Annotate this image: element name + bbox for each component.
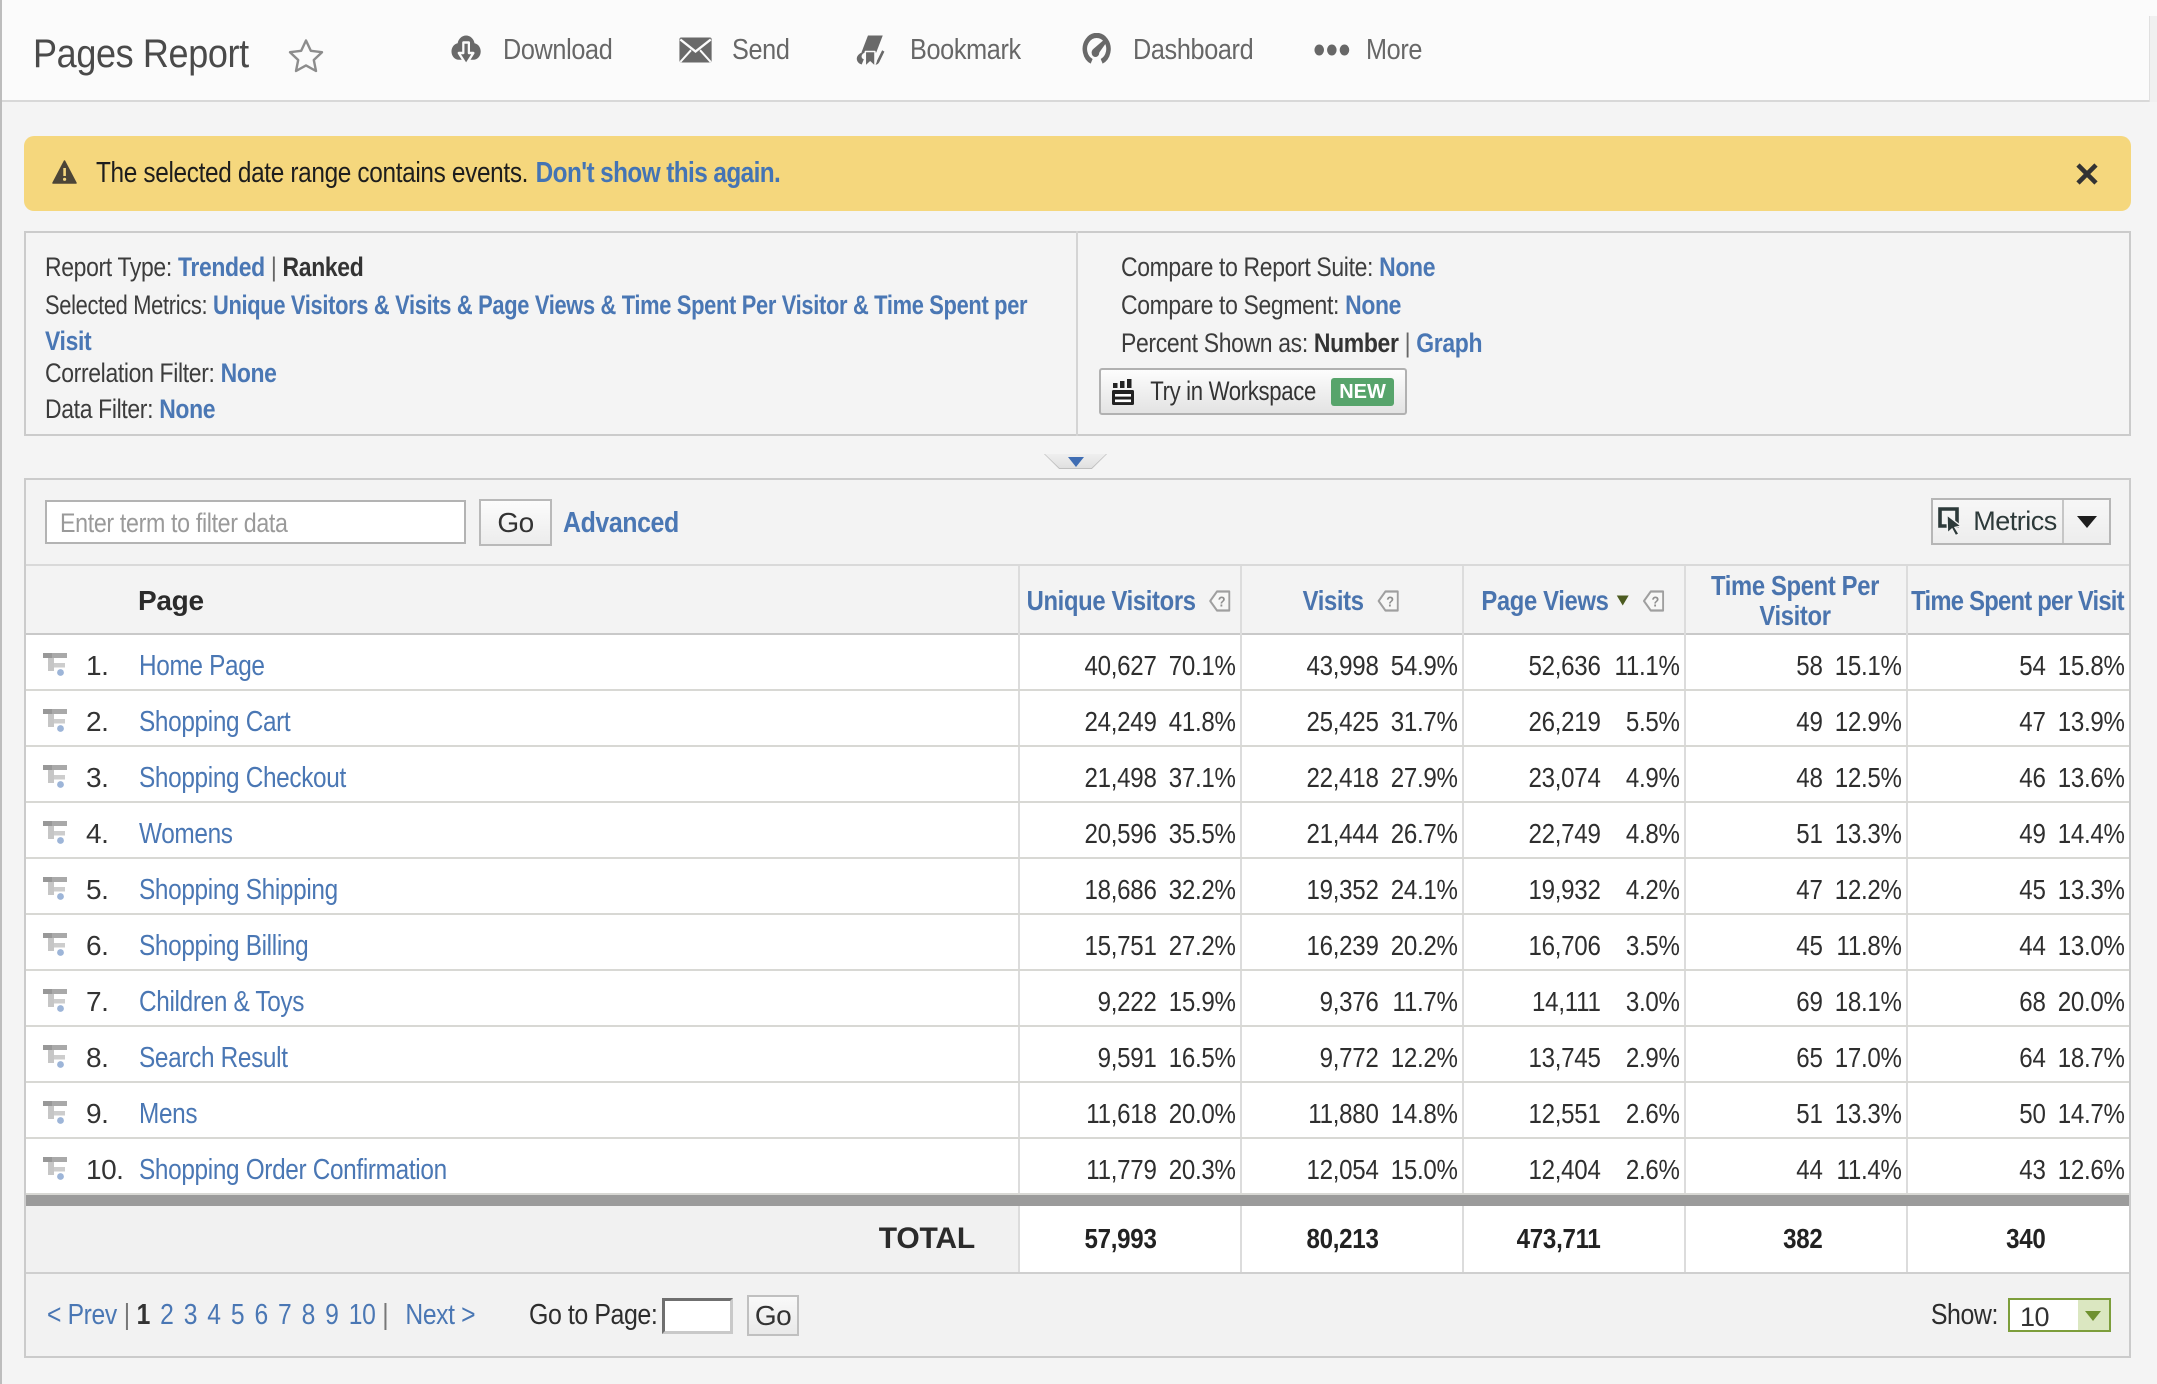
svg-text:?: ?: [1386, 592, 1394, 609]
svg-text:?: ?: [1218, 592, 1226, 609]
svg-text:?: ?: [1651, 592, 1659, 609]
